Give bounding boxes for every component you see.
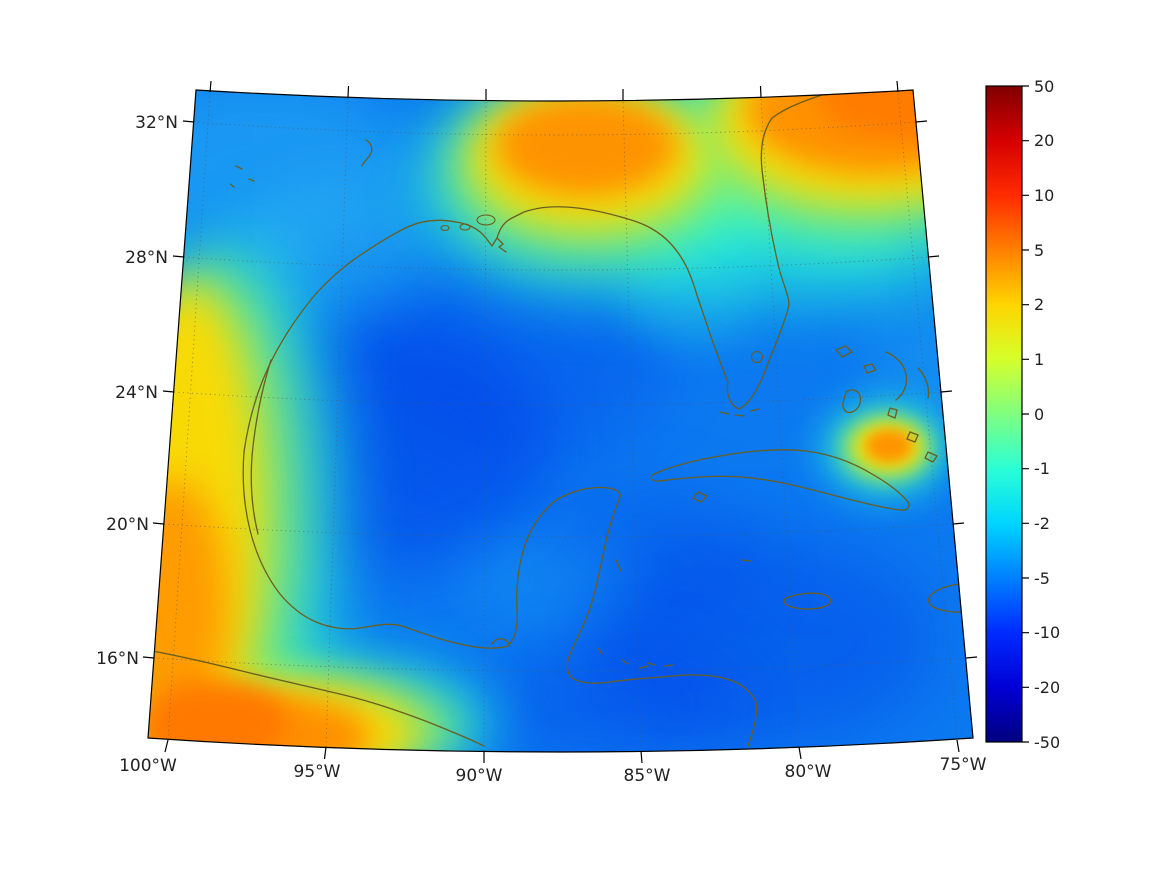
coastline-small-islands (597, 559, 752, 669)
x-tick-label-90w: 90°W (456, 766, 503, 786)
coastline-north-central-america (242, 90, 844, 747)
texas-lakes (229, 165, 255, 188)
cb-label-2: 2 (1034, 295, 1044, 314)
colorbar-ticks (1022, 85, 1029, 743)
lake-pontchartrain (476, 214, 496, 226)
y-tick-label-24n: 24°N (115, 383, 158, 403)
y-tick-label-32n: 32°N (135, 113, 178, 133)
x-axis-labels: 100°W 95°W 90°W 85°W 80°W 75°W (119, 755, 987, 786)
anomaly-field (148, 90, 973, 752)
map-plot: 100°W 95°W 90°W 85°W 80°W 75°W 32°N 28°N… (96, 80, 987, 786)
mississippi-delta-detail (496, 237, 507, 253)
y-axis-labels: 32°N 28°N 24°N 20°N 16°N (96, 113, 178, 669)
x-tick-label-100w: 100°W (119, 756, 177, 776)
x-tick-label-75w: 75°W (940, 755, 987, 775)
colorbar-labels: 50 20 10 5 2 1 0 -1 -2 -5 -10 -20 -50 (1034, 77, 1060, 752)
cb-label-5: 5 (1034, 241, 1044, 260)
louisiana-bay (459, 223, 471, 231)
cb-label-20: 20 (1034, 131, 1054, 150)
coastline-jamaica (783, 592, 832, 610)
y-tick-label-20n: 20°N (106, 515, 149, 535)
cb-label-m20: -20 (1034, 678, 1060, 697)
cb-label-m5: -5 (1034, 569, 1050, 588)
cb-label-m1: -1 (1034, 459, 1050, 478)
texas-river-detail (361, 139, 373, 167)
cb-label-m10: -10 (1034, 623, 1060, 642)
cb-label-10: 10 (1034, 186, 1054, 205)
coastline-florida-keys (719, 408, 760, 417)
x-tick-label-85w: 85°W (624, 766, 671, 786)
x-axis-ticks-bottom (164, 739, 960, 764)
coastline-cuba (650, 449, 910, 511)
laguna-madre-barrier (250, 359, 272, 535)
cb-label-m50: -50 (1034, 733, 1060, 752)
y-axis-ticks-left (142, 120, 195, 659)
x-axis-ticks-top (209, 80, 899, 100)
y-tick-label-16n: 16°N (96, 649, 139, 669)
cb-label-0: 0 (1034, 405, 1044, 424)
graticule (153, 91, 967, 752)
coastline-pacific-mexico (148, 649, 485, 747)
coastline-hispaniola (927, 582, 973, 613)
cb-label-m2: -2 (1034, 514, 1050, 533)
lake-okeechobee (750, 350, 764, 364)
colorbar: 50 20 10 5 2 1 0 -1 -2 -5 -10 -20 -50 (985, 77, 1060, 752)
meridian-gridlines (167, 91, 958, 752)
coastline-isla-juventud (692, 491, 708, 503)
x-tick-label-80w: 80°W (785, 762, 832, 782)
louisiana-bay-2 (440, 224, 450, 232)
cb-label-50: 50 (1034, 77, 1054, 96)
x-tick-label-95w: 95°W (294, 762, 341, 782)
y-tick-label-28n: 28°N (125, 248, 168, 268)
cb-label-1: 1 (1034, 350, 1044, 369)
y-axis-ticks-right (915, 120, 978, 659)
laguna-de-terminos (491, 638, 510, 645)
colorbar-gradient-bar (986, 86, 1022, 742)
